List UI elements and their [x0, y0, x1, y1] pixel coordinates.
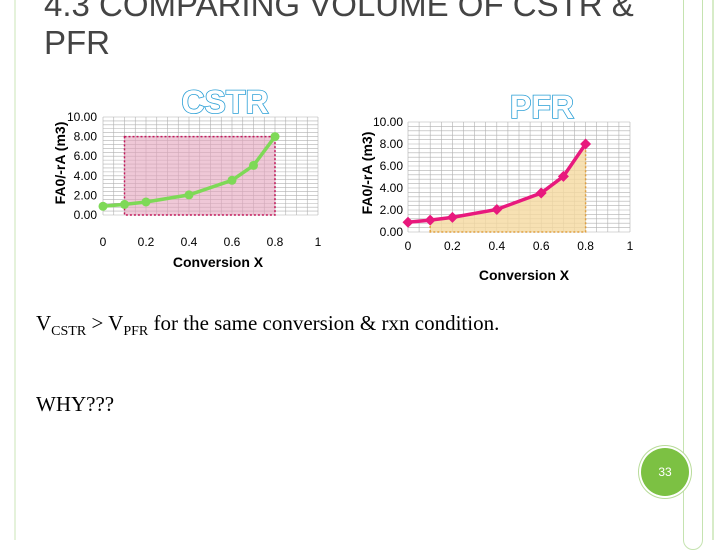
data-point	[535, 187, 547, 199]
x-axis-label: Conversion X	[479, 267, 570, 283]
x-tick-label: 0.4	[488, 239, 505, 253]
reactor-label: PFR	[510, 89, 574, 125]
data-point	[424, 214, 436, 226]
data-point	[446, 211, 458, 223]
data-point	[249, 160, 258, 170]
data-point	[227, 175, 237, 185]
data-point	[141, 197, 151, 207]
y-tick-label: 10.00	[67, 110, 97, 124]
x-tick-label: 0.6	[224, 235, 241, 249]
data-point	[184, 190, 194, 200]
x-tick-label: 0	[405, 239, 412, 253]
why-question: WHY???	[36, 392, 115, 416]
reactor-label: CSTR	[181, 84, 268, 120]
x-tick-label: 1	[627, 239, 634, 253]
y-tick-label: 2.00	[380, 203, 404, 217]
x-tick-label: 0.4	[181, 235, 198, 249]
y-tick-label: 4.00	[380, 181, 404, 195]
data-point	[270, 132, 280, 142]
statement-gt: > V	[86, 311, 124, 335]
y-tick-label: 6.00	[380, 159, 404, 173]
y-tick-label: 6.00	[74, 149, 98, 163]
x-tick-label: 1	[315, 235, 322, 249]
y-tick-label: 0.00	[74, 208, 98, 222]
statement-rest: for the same conversion & rxn condition.	[148, 311, 500, 335]
data-point	[491, 203, 503, 215]
data-point	[557, 170, 569, 182]
page-number-badge: 33	[641, 448, 689, 496]
y-tick-label: 0.00	[380, 225, 404, 239]
pfr-chart: PFR 0.00 2.00 4.00 6.00 8.00 10.00 0 0.2 0.4 0.6 0.…	[359, 88, 634, 283]
data-point	[402, 216, 414, 228]
y-tick-label: 8.00	[380, 137, 404, 151]
volume-comparison-statement: VCSTR > VPFR for the same conversion & r…	[36, 311, 499, 340]
y-axis-label: FA0/-rA (m3)	[359, 132, 375, 215]
statement-sub-pfr: PFR	[123, 324, 149, 340]
y-tick-label: 10.00	[373, 115, 403, 129]
cstr-chart: CSTR 0.00 2.00 4.00 6.00 8.00 10.00 0 0.2 0.4 0.6 0…	[52, 83, 322, 270]
y-tick-label: 2.00	[74, 188, 98, 202]
data-point	[98, 201, 108, 211]
x-tick-label: 0	[100, 235, 107, 249]
x-tick-label: 0.8	[577, 239, 594, 253]
frame-left-line	[14, 0, 16, 540]
slide-title: 4.3 COMPARING VOLUME OF CSTR & PFR	[44, 0, 634, 61]
pfr-volume-area	[429, 141, 587, 233]
y-tick-label: 8.00	[74, 130, 98, 144]
data-point	[120, 199, 129, 209]
frame-right-line	[712, 0, 714, 540]
y-tick-label: 4.00	[74, 169, 98, 183]
x-axis-label: Conversion X	[173, 254, 264, 270]
x-tick-label: 0.6	[533, 239, 550, 253]
x-tick-label: 0.2	[138, 235, 155, 249]
x-tick-label: 0.2	[444, 239, 461, 253]
statement-sub-cstr: CSTR	[51, 324, 87, 340]
statement-v: V	[36, 311, 52, 335]
y-axis-label: FA0/-rA (m3)	[52, 122, 68, 205]
x-tick-label: 0.8	[267, 235, 284, 249]
data-point	[580, 138, 592, 150]
